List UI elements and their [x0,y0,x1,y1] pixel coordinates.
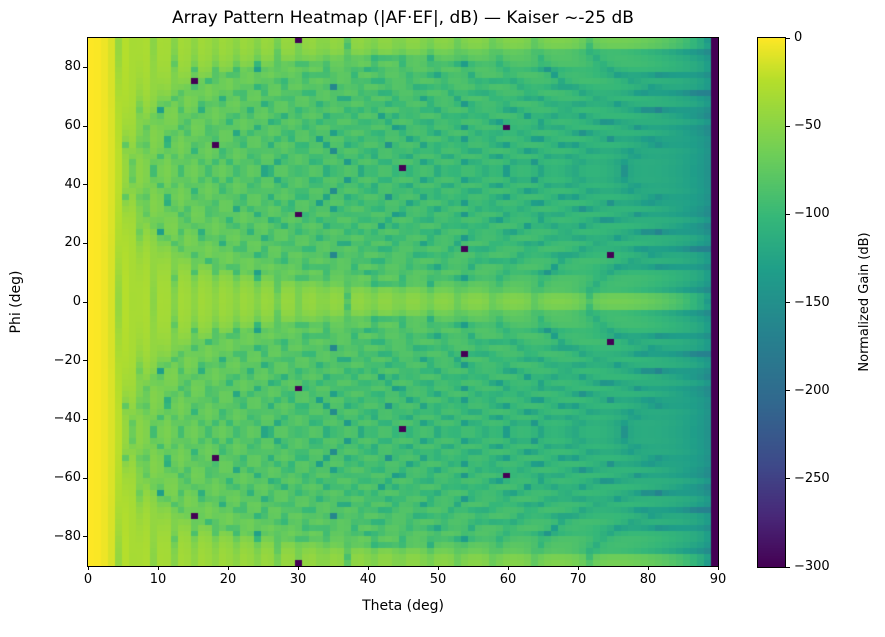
chart-title: Array Pattern Heatmap (|AF·EF|, dB) — Ka… [172,8,634,28]
x-tick-mark [227,566,229,570]
colorbar-tick-label: −150 [794,294,830,310]
y-tick-label: −60 [53,470,81,485]
x-tick-label: 60 [499,572,517,587]
y-tick-mark [83,418,87,420]
x-tick-mark [717,566,719,570]
y-tick-mark [83,66,87,68]
y-tick-label: 80 [64,59,81,75]
colorbar-tick-label: 0 [794,30,803,45]
x-tick-label: 10 [149,572,167,587]
heatmap-canvas [88,38,718,566]
x-tick-label: 30 [289,572,307,587]
y-tick-label: −20 [53,352,81,368]
colorbar-tick-label: −250 [794,470,830,486]
y-tick-label: 60 [64,118,81,133]
y-tick-label: 40 [64,176,81,192]
colorbar-tick-label: −200 [794,382,830,398]
colorbar-tick-mark [786,566,790,568]
colorbar-tick-label: −300 [794,559,830,574]
x-tick-label: 0 [83,572,93,587]
y-tick-mark [83,477,87,479]
x-tick-mark [157,566,159,570]
y-tick-label: −40 [53,411,81,427]
colorbar-tick-mark [786,302,790,303]
plot-area [87,37,719,567]
y-tick-mark [83,184,87,186]
x-tick-mark [297,566,299,570]
y-tick-label: −80 [53,528,81,544]
x-axis-label: Theta (deg) [362,598,444,614]
x-tick-label: 20 [219,572,237,587]
colorbar [757,37,786,568]
x-tick-mark [507,566,509,570]
colorbar-tick-label: −100 [794,206,830,222]
colorbar-tick-mark [786,125,790,127]
y-tick-mark [83,360,87,362]
x-tick-label: 40 [359,572,377,587]
colorbar-tick-mark [786,478,790,480]
colorbar-tick-label: −50 [794,118,822,134]
x-tick-mark [87,566,89,570]
x-tick-mark [647,566,649,570]
x-tick-label: 50 [429,572,447,587]
x-tick-mark [367,566,369,570]
y-tick-mark [83,242,87,244]
y-tick-mark [83,125,87,127]
x-tick-mark [577,566,579,570]
x-tick-label: 70 [569,572,587,587]
colorbar-tick-mark [786,390,790,392]
x-tick-mark [437,566,439,570]
colorbar-tick-mark [786,213,790,215]
y-tick-mark [83,536,87,538]
x-tick-label: 90 [709,572,727,587]
x-tick-label: 80 [639,572,657,587]
colorbar-label: Normalized Gain (dB) [857,232,872,372]
y-tick-label: 0 [72,294,81,309]
y-axis-label: Phi (deg) [8,270,24,334]
colorbar-tick-mark [786,37,790,39]
colorbar-canvas [758,38,785,567]
y-tick-mark [83,301,87,303]
y-tick-label: 20 [64,235,81,251]
